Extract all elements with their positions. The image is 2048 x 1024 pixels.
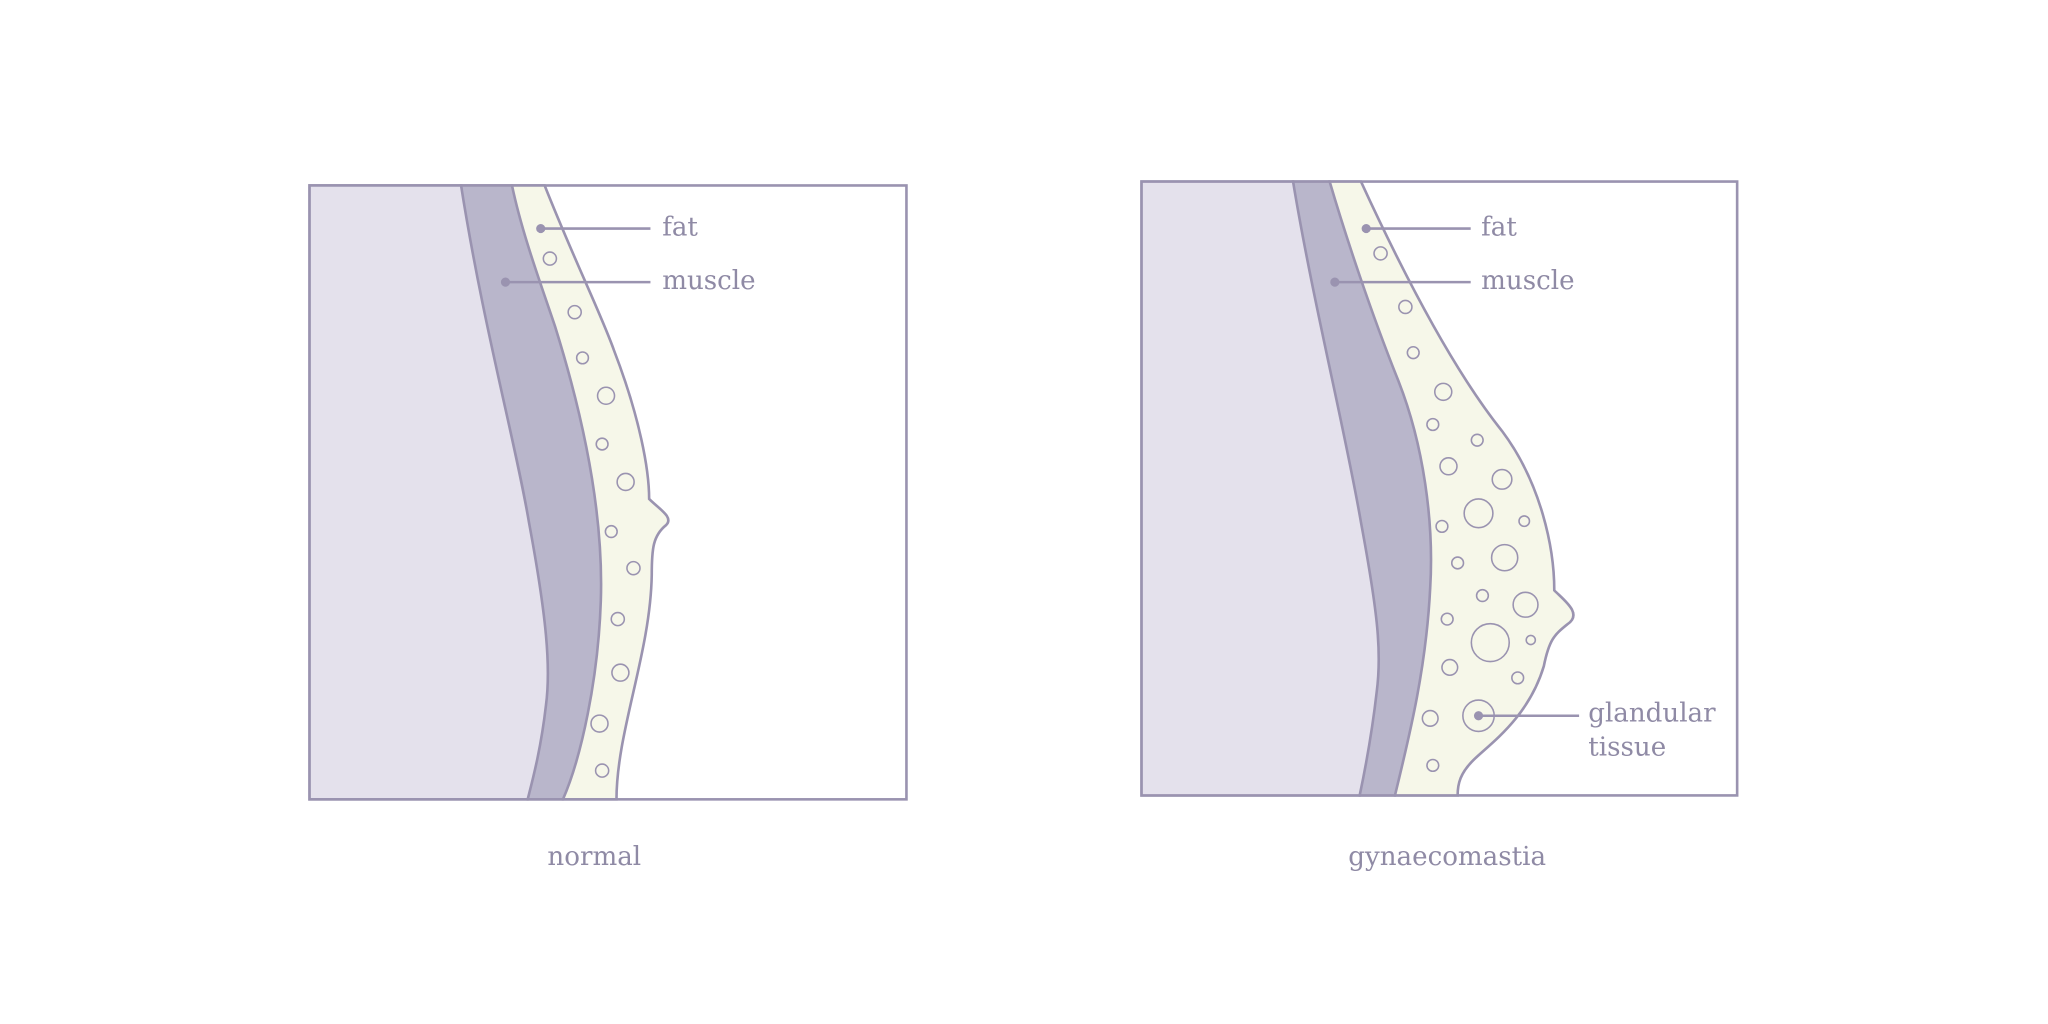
label: muscle bbox=[1481, 266, 1574, 296]
gynaecomastia-panel: fat muscle glandular tissue gynaecomasti… bbox=[1140, 180, 1739, 872]
body bbox=[1140, 180, 1381, 797]
leader-dot bbox=[1361, 224, 1371, 234]
body bbox=[308, 184, 550, 801]
caption: gynaecomastia bbox=[1348, 842, 1546, 872]
label: glandular bbox=[1588, 698, 1716, 728]
caption: normal bbox=[547, 842, 641, 872]
muscle-layer bbox=[1291, 180, 1433, 797]
leader-dot bbox=[500, 277, 511, 287]
normal-panel: fat muscle normal bbox=[308, 184, 908, 872]
label: fat bbox=[1481, 213, 1517, 243]
fat-cells bbox=[542, 251, 641, 778]
label: tissue bbox=[1588, 732, 1666, 762]
label: fat bbox=[662, 213, 698, 243]
leader-dot bbox=[536, 224, 546, 234]
label: muscle bbox=[662, 266, 755, 296]
leader-dot bbox=[1330, 277, 1340, 287]
muscle-layer bbox=[459, 184, 603, 801]
fat-cells bbox=[1373, 246, 1539, 773]
leader-dot bbox=[1473, 711, 1484, 721]
